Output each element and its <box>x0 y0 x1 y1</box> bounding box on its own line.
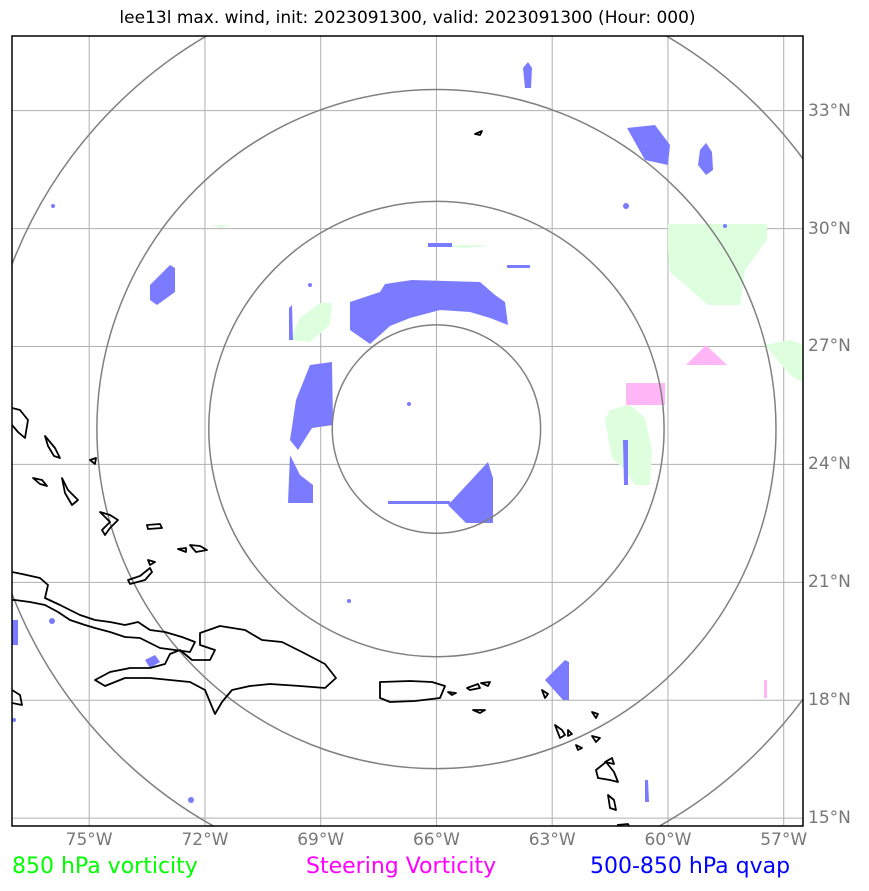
coastline-lesser-antilles <box>575 744 583 751</box>
coastline-bahamas <box>89 457 97 465</box>
qvap-patch <box>645 780 649 802</box>
qvap-dot <box>407 402 411 406</box>
coastline-virgin-islands <box>480 681 491 687</box>
legend-850-vorticity: 850 hPa vorticity <box>12 854 198 879</box>
steering-vorticity-patch <box>764 680 767 698</box>
qvap-dot <box>308 283 312 287</box>
steering-vorticity-patch <box>686 345 727 365</box>
qvap-fields <box>12 62 727 803</box>
vorticity-patch <box>212 225 232 228</box>
coastline-bahamas <box>61 477 79 506</box>
coastline-bahamas <box>12 407 29 439</box>
lon-label: 60°W <box>644 830 692 850</box>
qvap-dot <box>49 618 55 624</box>
legend-qvap: 500-850 hPa qvap <box>590 854 791 879</box>
coastline-martinique <box>616 823 631 826</box>
coastline-puerto-rico <box>379 680 446 703</box>
qvap-patch <box>288 455 313 503</box>
qvap-patch <box>507 265 530 268</box>
coastline-bahamas <box>99 511 119 536</box>
qvap-patch <box>388 501 450 504</box>
qvap-patch <box>698 143 713 175</box>
coastline-bermuda-area <box>474 130 483 136</box>
qvap-patch <box>627 125 670 165</box>
qvap-patch <box>545 660 569 700</box>
coastline-bahamas <box>146 523 163 530</box>
qvap-patch <box>290 362 333 450</box>
coastline-lesser-antilles <box>541 689 549 699</box>
steering-vorticity-patch <box>626 383 665 405</box>
coastline-bahamas <box>32 477 48 487</box>
qvap-patch <box>623 440 628 485</box>
qvap-patch <box>150 265 175 305</box>
coastline-virgin-islands <box>466 683 481 691</box>
coastline-lesser-antilles <box>567 729 573 737</box>
lon-label: 69°W <box>297 830 345 850</box>
map-frame <box>11 35 804 827</box>
lat-label: 24°N <box>808 454 851 475</box>
steering-vorticity-fields <box>626 345 767 698</box>
qvap-patch <box>523 62 532 88</box>
lon-label: 57°W <box>760 830 808 850</box>
chart-title: lee13l max. wind, init: 2023091300, vali… <box>119 8 696 28</box>
qvap-patch <box>12 620 18 645</box>
qvap-dot <box>51 204 55 208</box>
qvap-patch <box>289 305 293 340</box>
coastline-bahamas <box>147 559 156 566</box>
range-ring <box>96 88 777 770</box>
coastline-lesser-antilles <box>591 735 601 743</box>
qvap-dot <box>623 203 629 209</box>
coastline-lesser-antilles <box>604 757 615 765</box>
qvap-dot <box>188 797 194 803</box>
vorticity-patch <box>668 224 767 305</box>
lat-label: 30°N <box>808 218 851 239</box>
vorticity-patch <box>605 405 652 485</box>
qvap-patch <box>350 280 508 344</box>
vorticity-850-fields <box>212 224 803 485</box>
coastline-cuba <box>12 571 196 653</box>
coastline-guadeloupe <box>595 761 619 783</box>
vorticity-patch <box>290 303 332 342</box>
lat-label: 33°N <box>808 100 851 121</box>
lon-label: 75°W <box>65 830 113 850</box>
coastline-bahamas <box>177 547 187 553</box>
coastline-virgin-islands <box>447 691 457 696</box>
legend-steering-vorticity: Steering Vorticity <box>306 854 497 879</box>
lat-label: 21°N <box>808 572 851 593</box>
qvap-patch <box>428 243 452 247</box>
qvap-patch <box>448 462 493 523</box>
coastline-hispaniola <box>94 625 337 715</box>
gridlines <box>12 36 803 826</box>
coastlines <box>12 130 631 826</box>
coastline-dominica <box>607 794 617 811</box>
coastline-lesser-antilles <box>554 724 566 739</box>
lon-label: 66°W <box>412 830 460 850</box>
range-ring <box>331 324 542 534</box>
qvap-patch <box>145 655 160 668</box>
coastline-lesser-antilles <box>591 711 599 719</box>
coastline-bahamas <box>44 435 61 459</box>
coastline-cuba-west <box>12 689 23 706</box>
qvap-dot <box>12 718 16 722</box>
qvap-dot <box>347 599 351 603</box>
coastline-lesser-antilles <box>472 709 486 714</box>
qvap-dot <box>723 224 727 228</box>
lon-label: 72°W <box>181 830 229 850</box>
vorticity-patch <box>765 340 803 383</box>
lat-label: 18°N <box>808 690 851 711</box>
coastline-turks <box>127 567 153 585</box>
range-ring <box>208 200 665 658</box>
lat-label: 15°N <box>808 808 851 829</box>
lat-label: 27°N <box>808 336 851 357</box>
lon-label: 63°W <box>528 830 576 850</box>
coastline-bahamas <box>189 544 208 553</box>
vorticity-patch <box>440 245 490 248</box>
